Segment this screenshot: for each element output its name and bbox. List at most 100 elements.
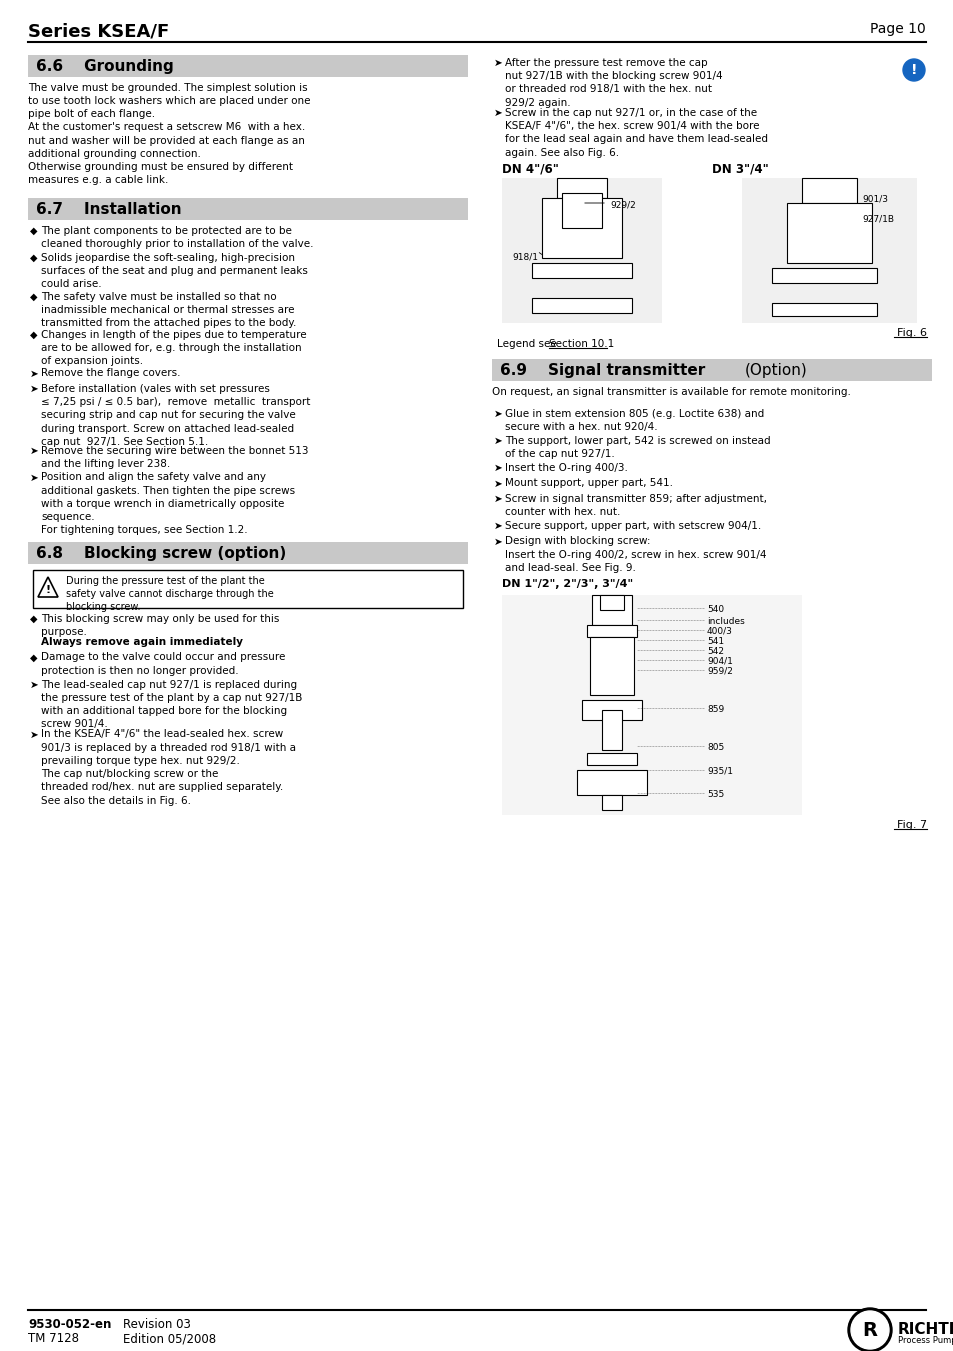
Bar [557,178,606,199]
Text: Damage to the valve could occur and pressure
protection is then no longer provid: Damage to the valve could occur and pres… [41,653,285,676]
Text: 859: 859 [706,705,723,713]
Text: Always remove again immediately: Always remove again immediately [41,638,243,647]
Bar [577,770,646,794]
Bar [599,594,623,611]
Bar [28,542,468,563]
Bar [771,267,876,282]
Text: Legend see: Legend see [497,339,559,349]
Text: Mount support, upper part, 541.: Mount support, upper part, 541. [504,478,672,489]
Text: Edition 05/2008: Edition 05/2008 [123,1332,216,1346]
Bar [33,570,462,608]
Text: Screw in signal transmitter 859; after adjustment,
counter with hex. nut.: Screw in signal transmitter 859; after a… [504,494,766,517]
Text: The safety valve must be installed so that no
inadmissible mechanical or thermal: The safety valve must be installed so th… [41,292,296,328]
Text: The support, lower part, 542 is screwed on instead
of the cap nut 927/1.: The support, lower part, 542 is screwed … [504,436,770,459]
Text: ➤: ➤ [494,409,502,419]
Bar [501,178,661,323]
Bar [28,199,468,220]
Text: Otherwise grounding must be ensured by different
measures e.g. a cable link.: Otherwise grounding must be ensured by d… [28,162,293,185]
Text: In the KSEA/F 4"/6" the lead-sealed hex. screw
901/3 is replaced by a threaded r: In the KSEA/F 4"/6" the lead-sealed hex.… [41,730,295,805]
Circle shape [850,1310,888,1350]
Text: 535: 535 [706,790,723,798]
Text: 929/2: 929/2 [609,201,635,209]
Text: 904/1: 904/1 [706,657,732,666]
Bar [786,203,871,263]
Text: ➤: ➤ [30,680,39,689]
Bar [28,55,468,77]
Bar [601,711,621,750]
Text: .: . [180,638,184,647]
Bar [586,753,637,765]
Text: DN 4"/6": DN 4"/6" [501,162,558,176]
Text: 400/3: 400/3 [706,627,732,636]
Circle shape [902,59,924,81]
Text: Remove the flange covers.: Remove the flange covers. [41,369,180,378]
Text: ◆: ◆ [30,330,37,340]
Text: ➤: ➤ [30,369,39,378]
Polygon shape [38,577,58,597]
Text: ➤: ➤ [494,478,502,489]
Text: 927/1B: 927/1B [862,213,893,223]
Text: At the customer's request a setscrew M6  with a hex.
nut and washer will be prov: At the customer's request a setscrew M6 … [28,123,305,159]
Bar [801,178,856,203]
Bar [741,178,916,323]
Text: This blocking screw may only be used for this
purpose.: This blocking screw may only be used for… [41,613,279,638]
Bar [601,794,621,811]
Text: 541: 541 [706,638,723,646]
Text: TM 7128: TM 7128 [28,1332,79,1346]
Bar [532,299,631,313]
Text: ➤: ➤ [494,463,502,473]
Text: ➤: ➤ [30,730,39,739]
Bar [501,594,801,815]
Text: Secure support, upper part, with setscrew 904/1.: Secure support, upper part, with setscre… [504,521,760,531]
Text: 540: 540 [706,605,723,613]
Bar [771,303,876,316]
Text: Changes in length of the pipes due to temperature
are to be allowed for, e.g. th: Changes in length of the pipes due to te… [41,330,306,366]
Text: ◆: ◆ [30,653,37,662]
Text: 9530-052-en: 9530-052-en [28,1319,112,1331]
Text: Process Pumps & Valves: Process Pumps & Valves [897,1336,953,1346]
Bar [541,199,621,258]
Text: ➤: ➤ [494,58,502,68]
Text: After the pressure test remove the cap
nut 927/1B with the blocking screw 901/4
: After the pressure test remove the cap n… [504,58,721,108]
Text: includes: includes [706,617,744,626]
Text: On request, an signal transmitter is available for remote monitoring.: On request, an signal transmitter is ava… [492,386,850,397]
Text: 901/3: 901/3 [862,195,887,203]
Text: Screw in the cap nut 927/1 or, in the case of the
KSEA/F 4"/6", the hex. screw 9: Screw in the cap nut 927/1 or, in the ca… [504,108,767,158]
Text: Fig. 7: Fig. 7 [896,820,926,830]
Bar [589,638,634,694]
Text: ➤: ➤ [494,436,502,446]
Text: The valve must be grounded. The simplest solution is
to use tooth lock washers w: The valve must be grounded. The simplest… [28,82,310,119]
Bar [586,626,637,638]
Text: Design with blocking screw:
Insert the O-ring 400/2, screw in hex. screw 901/4
a: Design with blocking screw: Insert the O… [504,536,765,573]
Text: Glue in stem extension 805 (e.g. Loctite 638) and
secure with a hex. nut 920/4.: Glue in stem extension 805 (e.g. Loctite… [504,409,763,432]
Bar [561,193,601,228]
Text: (Option): (Option) [744,363,807,378]
Text: ◆: ◆ [30,292,37,301]
Circle shape [847,1308,891,1351]
Bar [581,700,641,720]
Text: Fig. 6: Fig. 6 [896,328,926,338]
Text: ➤: ➤ [494,536,502,547]
Text: 918/1: 918/1 [512,253,537,262]
Text: Before installation (vales with set pressures
≤ 7,25 psi / ≤ 0.5 bar),  remove  : Before installation (vales with set pres… [41,384,310,447]
Text: R: R [862,1320,877,1339]
Text: 959/2: 959/2 [706,667,732,676]
Text: Series KSEA/F: Series KSEA/F [28,22,169,41]
Text: 6.7    Installation: 6.7 Installation [36,203,181,218]
Text: ➤: ➤ [494,494,502,504]
Text: ◆: ◆ [30,613,37,624]
Text: Page 10: Page 10 [869,22,925,36]
Text: !: ! [46,585,51,594]
Text: DN 3"/4": DN 3"/4" [711,162,768,176]
Text: 6.6    Grounding: 6.6 Grounding [36,59,173,74]
Text: RICHTER: RICHTER [897,1323,953,1337]
Text: ◆: ◆ [30,253,37,263]
Text: ➤: ➤ [494,108,502,118]
Text: 6.8    Blocking screw (option): 6.8 Blocking screw (option) [36,546,286,561]
Text: Section 10.1: Section 10.1 [548,339,614,349]
Text: Remove the securing wire between the bonnet 513
and the lifting lever 238.: Remove the securing wire between the bon… [41,446,308,469]
Text: Insert the O-ring 400/3.: Insert the O-ring 400/3. [504,463,627,473]
Text: ➤: ➤ [30,446,39,455]
Text: ➤: ➤ [30,384,39,394]
Text: During the pressure test of the plant the
safety valve cannot discharge through : During the pressure test of the plant th… [66,576,274,612]
